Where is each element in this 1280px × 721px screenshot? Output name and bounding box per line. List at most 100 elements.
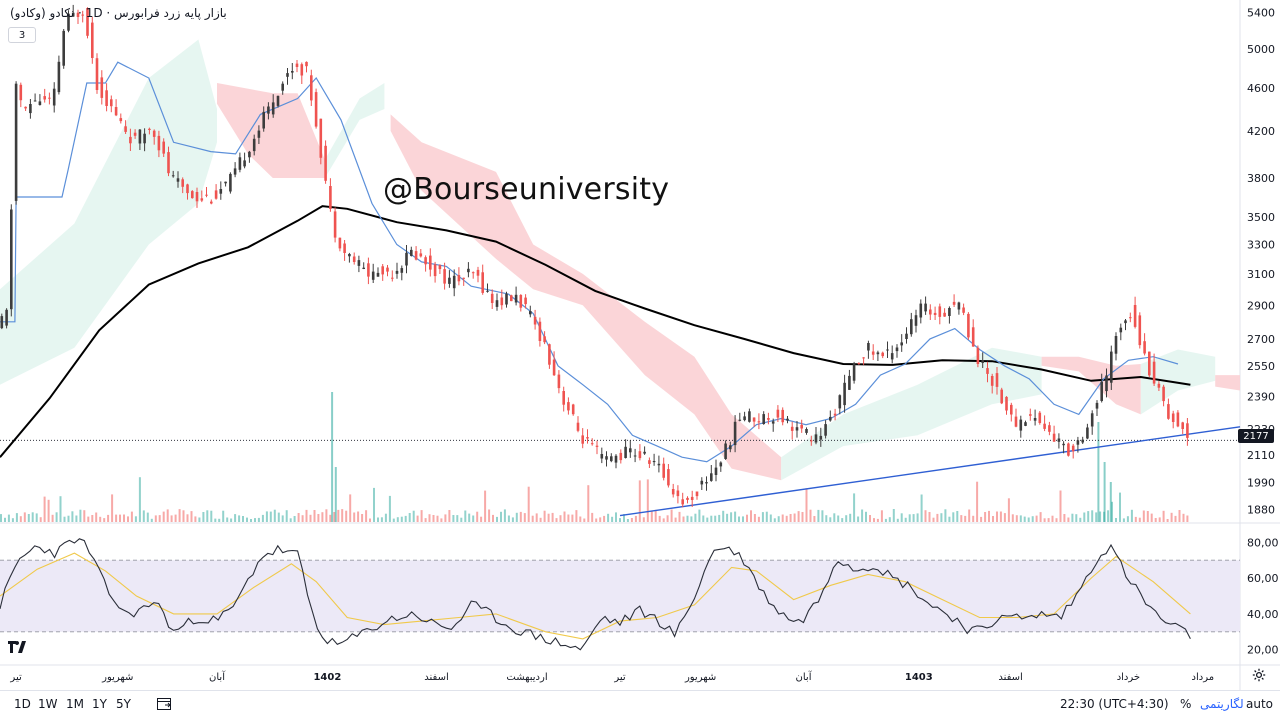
volume-bar [841, 518, 844, 522]
volume-bar [222, 510, 225, 522]
candle-body [457, 275, 461, 282]
candle-body [443, 269, 446, 284]
candle-body [33, 100, 37, 102]
candle-body [1062, 443, 1065, 446]
volume-bar [793, 513, 796, 522]
candle-body [205, 194, 208, 196]
candle-body [871, 351, 875, 355]
candle-body [238, 157, 242, 170]
volume-bar [769, 514, 772, 522]
volume-bar [1107, 510, 1110, 522]
volume-bar [527, 486, 530, 522]
volume-bar [373, 487, 375, 522]
candle-body [848, 375, 851, 390]
volume-bar [845, 515, 848, 522]
candle-body [224, 181, 227, 184]
timeframe-1m-button[interactable]: 1M [66, 697, 84, 711]
volume-bar [559, 515, 562, 522]
time-axis-label: آبان [209, 670, 226, 683]
candle-body [200, 198, 204, 201]
log-scale-toggle[interactable]: لگاریتمی [1200, 697, 1244, 711]
candle-body [905, 333, 908, 339]
bottom-toolbar [0, 690, 1280, 721]
volume-bar [170, 515, 173, 522]
candle-body [433, 264, 437, 277]
volume-bar [186, 514, 189, 522]
volume-bar [1178, 510, 1181, 522]
legend-title: بازار پایه زرد فرابورس · 1D · نکادو (وکا… [10, 6, 227, 20]
timeframe-1w-button[interactable]: 1W [38, 697, 58, 711]
candle-body [148, 128, 151, 130]
candle-body [410, 249, 413, 256]
candle-body [357, 260, 361, 266]
timeframe-5y-button[interactable]: 5Y [116, 697, 131, 711]
candle-body [1086, 427, 1089, 439]
percent-scale-toggle[interactable]: % [1180, 697, 1192, 711]
candle-body [633, 455, 637, 457]
volume-bar [1079, 517, 1082, 522]
volume-bar [59, 496, 62, 522]
volume-bar [1095, 512, 1098, 522]
candle-body [510, 295, 513, 302]
volume-bar [281, 515, 284, 522]
candle-body [329, 186, 332, 209]
volume-bar [150, 518, 153, 522]
timeframe-1y-button[interactable]: 1Y [92, 697, 107, 711]
candle-body [448, 277, 451, 284]
candle-body [138, 129, 142, 144]
clock-timezone[interactable]: 22:30 (UTC+4:30) [1060, 697, 1169, 711]
volume-bar [464, 510, 467, 522]
volume-bar [674, 517, 677, 522]
candle-body [1019, 419, 1023, 431]
volume-bar [484, 490, 487, 522]
candle-body [900, 342, 903, 346]
candle-body [1081, 439, 1084, 443]
indicator-count-badge[interactable]: 3 [8, 27, 36, 43]
candle-body [886, 349, 889, 351]
volume-bar [142, 510, 145, 522]
volume-bar [480, 516, 483, 522]
price-tick-label: 1880 [1247, 503, 1275, 516]
time-axis-label: مرداد [1192, 672, 1215, 683]
volume-spike-bar [1097, 422, 1100, 522]
volume-bar [79, 509, 82, 522]
candle-body [381, 266, 384, 275]
volume-bar [456, 515, 459, 522]
candle-body [695, 491, 699, 497]
volume-bar [579, 516, 582, 522]
candle-body [52, 88, 56, 106]
volume-bar [972, 515, 975, 522]
candle-body [624, 446, 627, 458]
volume-bar [269, 511, 272, 522]
candle-body [186, 184, 189, 194]
volume-bar [11, 518, 14, 522]
volume-bar [91, 515, 94, 522]
price-tick-label: 4600 [1247, 82, 1275, 95]
candle-body [1124, 320, 1127, 324]
chart-settings-gear-icon[interactable] [1252, 668, 1266, 685]
volume-bar [1166, 519, 1169, 522]
candle-body [619, 452, 623, 461]
volume-bar [543, 510, 546, 522]
auto-scale-toggle[interactable]: auto [1246, 697, 1274, 711]
candle-body [262, 111, 265, 129]
candle-body [1100, 381, 1103, 401]
timeframe-1d-button[interactable]: 1D [14, 697, 31, 711]
candle-body [176, 178, 180, 182]
candle-body [967, 313, 970, 338]
volume-bar [75, 515, 78, 522]
candle-body [1005, 396, 1008, 411]
volume-bar [1039, 512, 1042, 522]
candle-body [91, 22, 94, 59]
candle-body [862, 357, 865, 359]
volume-bar [293, 516, 296, 522]
candle-body [252, 138, 256, 152]
volume-bar [861, 509, 864, 522]
date-range-icon[interactable] [156, 696, 172, 715]
ichimoku-cloud-bull [781, 347, 1042, 481]
volume-bar [365, 510, 368, 522]
candle-body [657, 463, 661, 466]
candle-body [124, 126, 127, 132]
candle-body [248, 151, 251, 158]
